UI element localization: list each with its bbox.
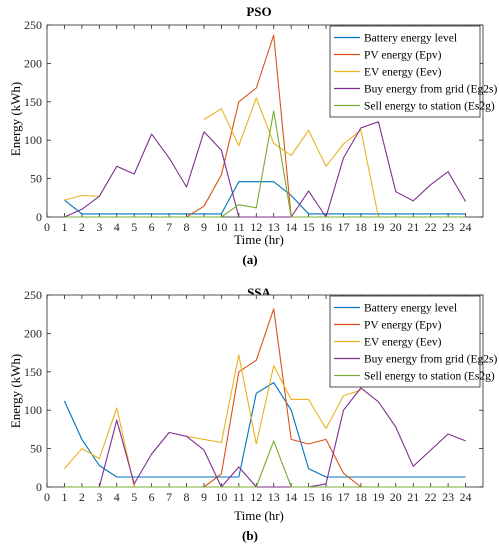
- y-tick-label: 100: [24, 403, 42, 417]
- x-tick-label: 21: [407, 490, 419, 504]
- x-tick-label: 24: [460, 490, 472, 504]
- x-tick-label: 15: [303, 490, 315, 504]
- y-tick-label: 100: [24, 133, 42, 147]
- figure-caption: (b): [242, 528, 258, 543]
- x-tick-label: 20: [390, 490, 402, 504]
- x-tick-label: 17: [337, 490, 349, 504]
- legend-entry: Buy energy from grid (Eg2s): [364, 354, 497, 366]
- series-line-4: [64, 387, 466, 488]
- series-line-1: [64, 181, 466, 215]
- chart-title: PSO: [246, 4, 271, 19]
- x-tick-label: 1: [61, 220, 67, 234]
- x-axis-label: Time (hr): [234, 508, 284, 523]
- legend-entry: Battery energy level: [364, 303, 457, 315]
- x-tick-label: 16: [320, 490, 332, 504]
- x-tick-label: 18: [355, 220, 367, 234]
- legend-entry: Sell energy to station (Es2g): [364, 101, 495, 113]
- x-tick-label: 5: [131, 490, 137, 504]
- y-tick-label: 0: [36, 210, 42, 224]
- legend-entry: Battery energy level: [364, 33, 457, 45]
- x-tick-label: 9: [201, 220, 207, 234]
- x-tick-label: 22: [425, 220, 437, 234]
- y-tick-label: 150: [24, 365, 42, 379]
- x-tick-label: 23: [442, 490, 454, 504]
- legend-entry: PV energy (Epv): [364, 50, 442, 62]
- x-tick-label: 1: [61, 490, 67, 504]
- x-tick-label: 6: [149, 490, 155, 504]
- x-axis-label: Time (hr): [234, 232, 284, 247]
- x-tick-label: 0: [44, 490, 50, 504]
- x-tick-label: 19: [372, 220, 384, 234]
- x-tick-label: 6: [149, 220, 155, 234]
- x-tick-label: 0: [44, 220, 50, 234]
- x-tick-label: 23: [442, 220, 454, 234]
- legend-entry: EV energy (Eev): [364, 337, 442, 349]
- legend-entry: Sell energy to station (Es2g): [364, 371, 495, 383]
- x-tick-label: 14: [285, 490, 297, 504]
- x-tick-label: 13: [268, 490, 280, 504]
- series-line-1: [63, 382, 466, 478]
- legend-entry: PV energy (Epv): [364, 320, 442, 332]
- x-tick-label: 19: [372, 490, 384, 504]
- x-tick-label: 17: [337, 220, 349, 234]
- x-tick-label: 8: [184, 220, 190, 234]
- y-tick-label: 50: [30, 172, 42, 186]
- y-axis-label: Energy (kWh): [8, 354, 23, 428]
- x-tick-label: 12: [250, 220, 262, 234]
- y-axis-label: Energy (kWh): [8, 82, 23, 156]
- x-tick-label: 3: [96, 220, 102, 234]
- y-tick-label: 250: [24, 18, 42, 32]
- x-tick-label: 16: [320, 220, 332, 234]
- x-tick-label: 11: [233, 490, 245, 504]
- series-line-3: [63, 354, 362, 488]
- x-tick-label: 5: [131, 220, 137, 234]
- x-tick-label: 2: [79, 220, 85, 234]
- x-tick-label: 18: [355, 490, 367, 504]
- x-tick-label: 8: [184, 490, 190, 504]
- y-tick-label: 0: [36, 480, 42, 494]
- x-tick-label: 10: [215, 220, 227, 234]
- x-tick-label: 22: [425, 490, 437, 504]
- x-tick-label: 11: [233, 220, 245, 234]
- x-tick-label: 13: [268, 220, 280, 234]
- x-tick-label: 15: [303, 220, 315, 234]
- figure-caption: (a): [242, 252, 257, 267]
- y-tick-label: 250: [24, 288, 42, 302]
- x-tick-label: 10: [215, 490, 227, 504]
- x-tick-label: 14: [285, 220, 297, 234]
- x-tick-label: 4: [114, 490, 120, 504]
- x-tick-label: 24: [460, 220, 472, 234]
- y-tick-label: 150: [24, 95, 42, 109]
- x-tick-label: 20: [390, 220, 402, 234]
- series-line-4: [64, 121, 467, 218]
- y-tick-label: 200: [24, 56, 42, 70]
- x-tick-label: 7: [166, 220, 172, 234]
- legend-entry: Buy energy from grid (Eg2s): [364, 84, 497, 96]
- x-tick-label: 3: [96, 490, 102, 504]
- legend-entry: EV energy (Eev): [364, 67, 442, 79]
- x-tick-label: 4: [114, 220, 120, 234]
- y-tick-label: 50: [30, 442, 42, 456]
- x-tick-label: 21: [407, 220, 419, 234]
- series-line-5: [64, 110, 466, 218]
- x-tick-label: 7: [166, 490, 172, 504]
- x-tick-label: 12: [250, 490, 262, 504]
- series-line-5: [64, 440, 466, 488]
- x-tick-label: 9: [201, 490, 207, 504]
- y-tick-label: 200: [24, 326, 42, 340]
- x-tick-label: 2: [79, 490, 85, 504]
